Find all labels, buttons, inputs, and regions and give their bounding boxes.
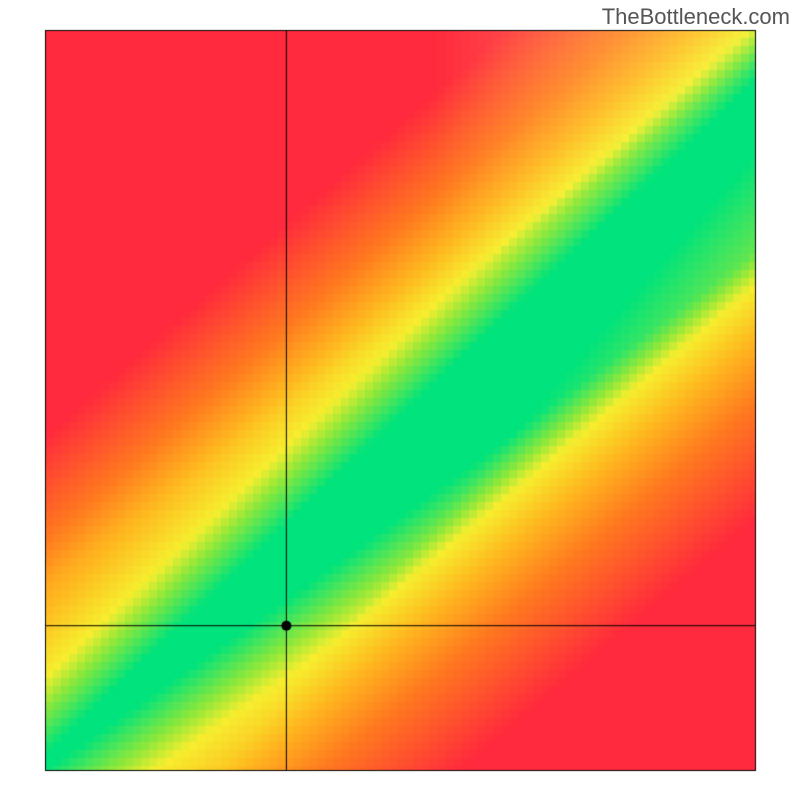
heatmap-canvas (0, 0, 800, 800)
watermark-text: TheBottleneck.com (602, 4, 790, 30)
chart-container: TheBottleneck.com (0, 0, 800, 800)
